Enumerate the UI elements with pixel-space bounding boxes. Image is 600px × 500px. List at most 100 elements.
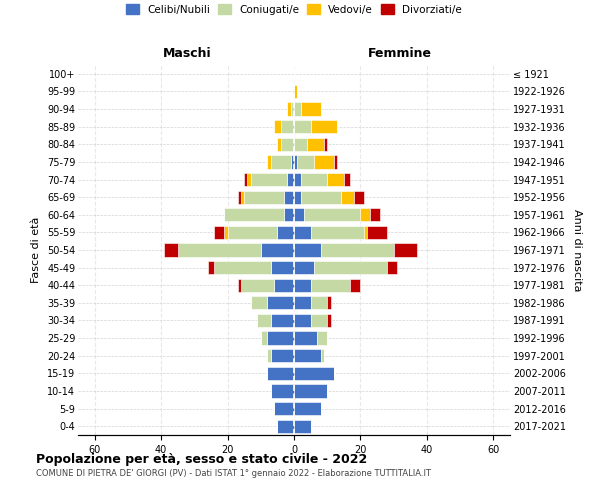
Bar — [311, 314, 327, 327]
Bar — [317, 332, 327, 344]
Bar — [268, 349, 271, 362]
Bar — [311, 296, 327, 310]
Bar — [294, 366, 334, 380]
Bar — [387, 261, 397, 274]
Bar — [274, 278, 294, 292]
Bar — [364, 226, 367, 239]
Bar — [244, 173, 247, 186]
Bar — [294, 402, 320, 415]
Bar — [238, 278, 241, 292]
Bar — [281, 138, 294, 151]
Bar — [224, 208, 284, 222]
Bar — [354, 190, 364, 204]
Bar — [294, 261, 314, 274]
Bar — [284, 208, 294, 222]
Text: Maschi: Maschi — [163, 46, 212, 60]
Bar — [314, 261, 387, 274]
Bar — [274, 402, 294, 415]
Bar — [241, 278, 274, 292]
Bar — [294, 208, 304, 222]
Bar — [257, 314, 271, 327]
Bar — [294, 226, 311, 239]
Bar — [294, 120, 311, 134]
Bar — [227, 226, 277, 239]
Bar — [334, 156, 337, 168]
Bar — [301, 190, 341, 204]
Bar — [294, 384, 327, 398]
Bar — [370, 208, 380, 222]
Bar — [361, 208, 370, 222]
Bar — [178, 244, 261, 256]
Bar — [367, 226, 387, 239]
Y-axis label: Anni di nascita: Anni di nascita — [572, 209, 583, 291]
Bar — [287, 102, 290, 116]
Legend: Celibi/Nubili, Coniugati/e, Vedovi/e, Divorziati/e: Celibi/Nubili, Coniugati/e, Vedovi/e, Di… — [122, 0, 466, 19]
Bar — [294, 296, 311, 310]
Bar — [274, 120, 281, 134]
Bar — [268, 296, 294, 310]
Bar — [268, 366, 294, 380]
Bar — [294, 138, 307, 151]
Bar — [327, 314, 331, 327]
Bar — [251, 296, 268, 310]
Bar — [247, 173, 251, 186]
Bar — [284, 190, 294, 204]
Bar — [320, 349, 324, 362]
Bar — [290, 156, 294, 168]
Bar — [298, 156, 314, 168]
Bar — [164, 244, 178, 256]
Bar — [244, 190, 284, 204]
Bar — [314, 156, 334, 168]
Bar — [320, 244, 394, 256]
Bar — [238, 190, 241, 204]
Bar — [281, 120, 294, 134]
Bar — [311, 226, 364, 239]
Bar — [261, 244, 294, 256]
Bar — [294, 314, 311, 327]
Bar — [294, 420, 311, 433]
Bar — [261, 332, 268, 344]
Bar — [287, 173, 294, 186]
Bar — [324, 138, 327, 151]
Bar — [341, 190, 354, 204]
Bar — [311, 278, 350, 292]
Bar — [271, 314, 294, 327]
Text: COMUNE DI PIETRA DE' GIORGI (PV) - Dati ISTAT 1° gennaio 2022 - Elaborazione TUT: COMUNE DI PIETRA DE' GIORGI (PV) - Dati … — [36, 469, 431, 478]
Y-axis label: Fasce di età: Fasce di età — [31, 217, 41, 283]
Bar — [241, 190, 244, 204]
Bar — [208, 261, 214, 274]
Bar — [294, 190, 301, 204]
Bar — [350, 278, 361, 292]
Bar — [344, 173, 350, 186]
Bar — [277, 138, 281, 151]
Bar — [294, 332, 317, 344]
Bar — [327, 173, 344, 186]
Bar — [214, 226, 224, 239]
Text: Femmine: Femmine — [368, 46, 433, 60]
Bar — [327, 296, 331, 310]
Bar — [224, 226, 227, 239]
Bar — [294, 85, 298, 98]
Bar — [307, 138, 324, 151]
Bar — [301, 102, 320, 116]
Bar — [304, 208, 361, 222]
Bar — [294, 244, 320, 256]
Bar — [294, 173, 301, 186]
Bar — [271, 384, 294, 398]
Bar — [294, 278, 311, 292]
Bar — [290, 102, 294, 116]
Bar — [251, 173, 287, 186]
Bar — [214, 261, 271, 274]
Bar — [271, 156, 290, 168]
Bar — [268, 332, 294, 344]
Bar — [268, 156, 271, 168]
Bar — [311, 120, 337, 134]
Bar — [271, 261, 294, 274]
Bar — [277, 226, 294, 239]
Bar — [394, 244, 417, 256]
Bar — [271, 349, 294, 362]
Bar — [301, 173, 327, 186]
Bar — [277, 420, 294, 433]
Bar — [294, 102, 301, 116]
Bar — [294, 156, 298, 168]
